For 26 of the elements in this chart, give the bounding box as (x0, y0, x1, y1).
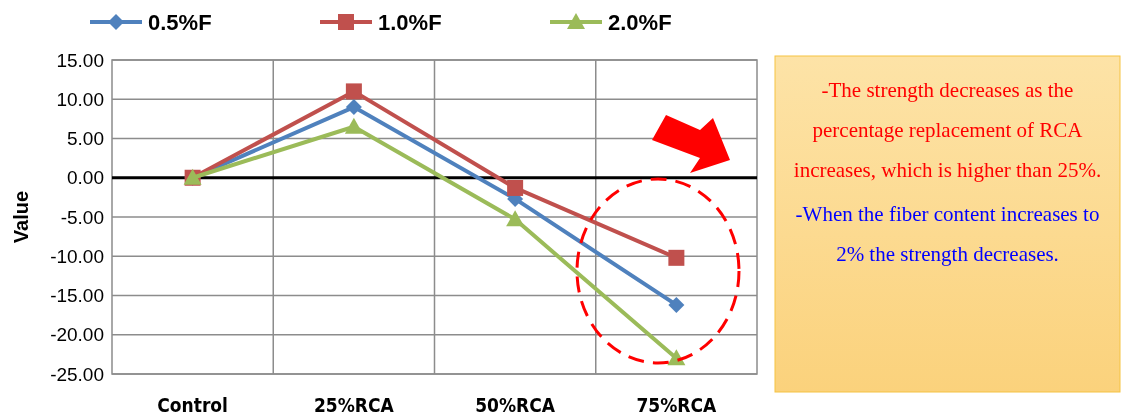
y-tick-label: 0.00 (67, 167, 104, 189)
legend-label: 2.0%F (608, 9, 672, 35)
x-tick-label: 50%RCA (475, 394, 556, 416)
y-axis-title: Value (10, 190, 32, 244)
y-tick-label: 15.00 (56, 49, 104, 71)
y-tick-label: -10.00 (50, 245, 104, 267)
y-tick-label: 10.00 (56, 88, 104, 110)
text: -When the fiber content increases to 2% the strength decreases. (794, 201, 1101, 268)
point (345, 99, 362, 116)
point (506, 210, 525, 227)
y-tick-label: -5.00 (60, 206, 104, 228)
text: -The strength decreases as the percentage replacement of RCA increases, which is higher than 25%. (792, 77, 1103, 184)
legend-label: 0.5%F (148, 9, 212, 35)
y-tick-label: -15.00 (50, 285, 104, 307)
x-tick-label: 75%RCA (636, 394, 718, 416)
x-tick-label: 25%RCA (313, 394, 395, 416)
point (344, 117, 363, 134)
point (507, 179, 524, 196)
point (668, 249, 685, 266)
y-tick-label: -20.00 (50, 324, 104, 346)
y-tick-label: 5.00 (67, 128, 104, 150)
point (668, 296, 685, 313)
x-tick-label: Control (157, 394, 228, 416)
legend-label: 1.0%F (378, 9, 442, 35)
y-tick-label: -25.00 (50, 363, 104, 385)
point (345, 83, 362, 100)
